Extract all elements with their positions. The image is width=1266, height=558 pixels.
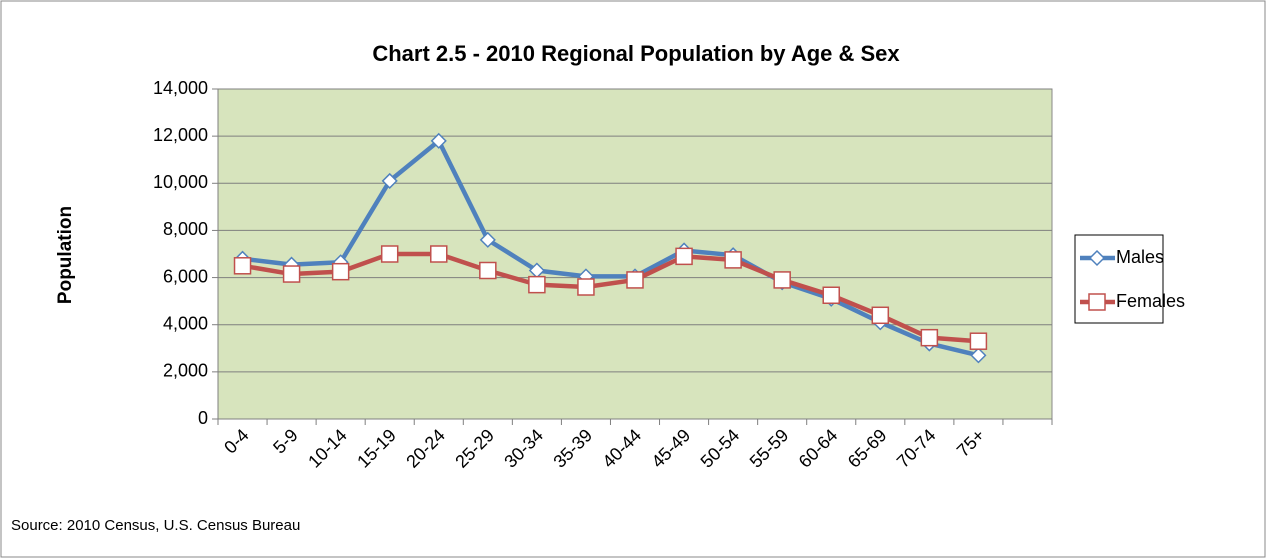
data-point bbox=[773, 271, 791, 289]
y-axis-label: Population bbox=[55, 206, 76, 304]
data-point bbox=[970, 347, 987, 364]
series-line bbox=[242, 251, 979, 344]
y-tick-label: 10,000 bbox=[153, 172, 208, 192]
data-point bbox=[430, 132, 447, 149]
y-tick-label: 2,000 bbox=[163, 361, 208, 381]
data-point bbox=[331, 262, 350, 281]
data-point bbox=[626, 271, 644, 289]
data-point bbox=[381, 172, 398, 189]
data-point bbox=[430, 245, 448, 263]
chart-title: Chart 2.5 - 2010 Regional Population by … bbox=[372, 41, 900, 66]
series-line bbox=[242, 138, 979, 358]
y-tick-label: 4,000 bbox=[163, 313, 208, 333]
y-tick-label: 14,000 bbox=[153, 78, 208, 98]
data-point bbox=[282, 265, 301, 283]
legend-label: Males bbox=[1116, 247, 1164, 267]
data-point bbox=[479, 231, 496, 248]
legend-marker bbox=[1088, 293, 1106, 311]
y-tick-label: 6,000 bbox=[163, 266, 208, 286]
data-point bbox=[233, 257, 252, 275]
data-point bbox=[969, 332, 988, 350]
source-note: Source: 2010 Census, U.S. Census Bureau bbox=[11, 517, 300, 534]
plot-area bbox=[217, 88, 1053, 420]
y-tick-label: 8,000 bbox=[163, 219, 208, 239]
data-point bbox=[822, 286, 840, 304]
data-point bbox=[528, 275, 546, 294]
data-point bbox=[920, 328, 939, 347]
legend-marker bbox=[1088, 249, 1106, 267]
data-point bbox=[380, 245, 399, 263]
data-point bbox=[577, 278, 595, 296]
data-point bbox=[675, 247, 693, 266]
y-tick-label: 0 bbox=[198, 408, 208, 428]
data-point bbox=[479, 261, 497, 280]
legend-label: Females bbox=[1116, 291, 1185, 311]
data-point bbox=[724, 251, 742, 269]
y-tick-label: 12,000 bbox=[153, 125, 208, 145]
data-point bbox=[871, 306, 890, 325]
